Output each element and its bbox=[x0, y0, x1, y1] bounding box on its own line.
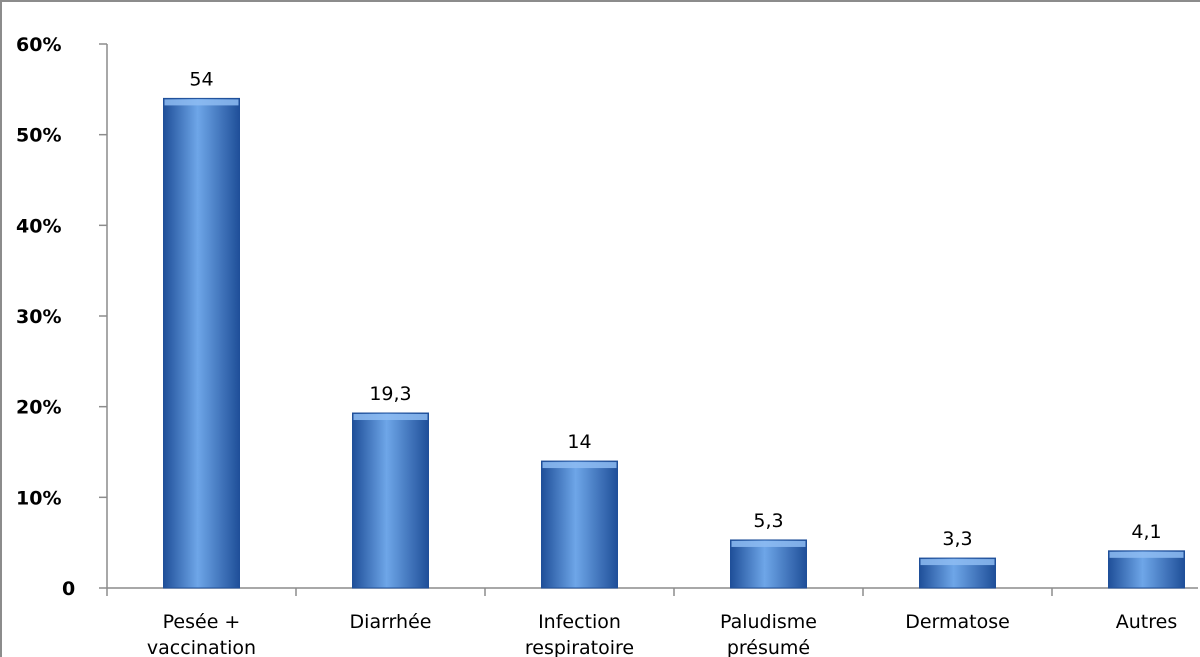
bar bbox=[541, 460, 618, 589]
y-tick-label: 0 bbox=[62, 578, 75, 600]
data-label: 5,3 bbox=[753, 510, 783, 532]
bar-top-highlight bbox=[731, 540, 806, 547]
category-label: Diarrhée bbox=[350, 611, 432, 633]
category-label: respiratoire bbox=[525, 637, 634, 657]
category-label: Pesée + bbox=[163, 611, 241, 633]
axes bbox=[99, 43, 1198, 596]
data-label: 3,3 bbox=[942, 528, 972, 550]
data-label: 14 bbox=[567, 431, 591, 453]
category-label: Autres bbox=[1116, 611, 1177, 633]
category-label: Dermatose bbox=[905, 611, 1010, 633]
y-tick-label: 50% bbox=[16, 125, 61, 147]
data-label: 54 bbox=[189, 68, 213, 90]
category-label: vaccination bbox=[147, 637, 256, 657]
y-tick-label: 60% bbox=[16, 34, 61, 56]
category-label: Paludisme bbox=[720, 611, 817, 633]
bar-top-highlight bbox=[1109, 551, 1184, 558]
bar bbox=[730, 539, 807, 589]
bars bbox=[163, 97, 1185, 589]
y-tick-label: 40% bbox=[16, 215, 61, 237]
bar bbox=[352, 412, 429, 589]
data-label: 19,3 bbox=[369, 383, 411, 405]
category-label: Infection bbox=[538, 611, 621, 633]
bar-top-highlight bbox=[542, 462, 617, 469]
bar bbox=[163, 97, 240, 589]
data-label: 4,1 bbox=[1131, 521, 1161, 543]
y-tick-label: 30% bbox=[16, 306, 61, 328]
y-tick-label: 10% bbox=[16, 487, 61, 509]
bar-top-highlight bbox=[353, 414, 428, 421]
bar-top-highlight bbox=[920, 559, 995, 566]
y-tick-label: 20% bbox=[16, 397, 61, 419]
category-label: présumé bbox=[727, 637, 810, 657]
labels: 0 10% 20% 30% 40% 50% 60% 54 Pesée + vaccination 1… bbox=[16, 34, 1177, 657]
bar-top-highlight bbox=[164, 99, 239, 106]
